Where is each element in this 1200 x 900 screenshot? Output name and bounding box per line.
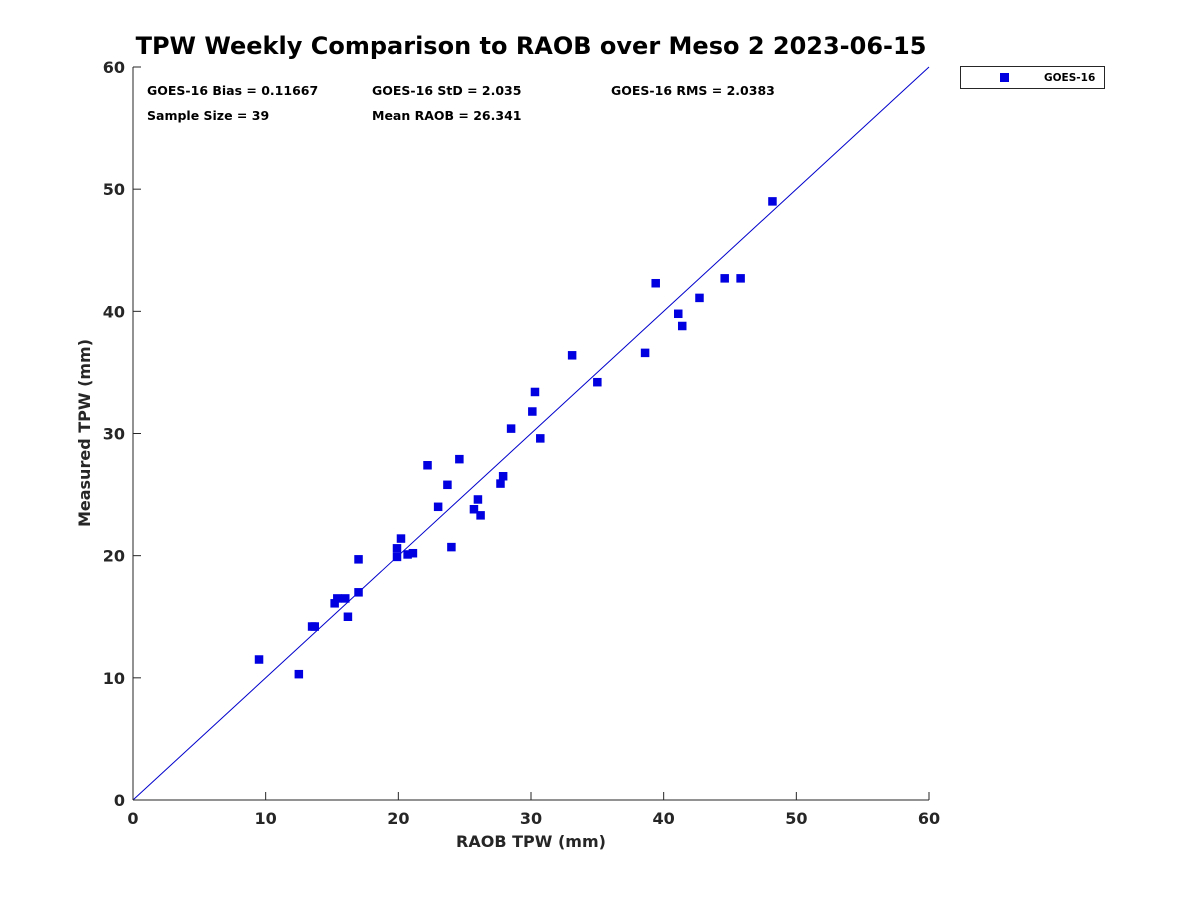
y-ticks: 0 10 20 30 40 50 60 <box>103 58 141 810</box>
mean-raob-annotation: Mean RAOB = 26.341 <box>372 108 521 123</box>
data-point <box>408 548 418 558</box>
legend-label-goes16: GOES-16 <box>1044 72 1095 84</box>
y-tick-label: 20 <box>103 547 125 566</box>
y-tick-label: 60 <box>103 58 125 77</box>
y-tick-label: 0 <box>114 791 125 810</box>
data-point <box>433 502 443 512</box>
data-point <box>498 472 508 481</box>
data-point <box>469 504 479 514</box>
data-point <box>443 480 452 490</box>
bias-annotation: GOES-16 Bias = 0.11667 <box>147 83 318 98</box>
data-point <box>354 588 363 597</box>
y-axis-label: Measured TPW (mm) <box>75 339 94 527</box>
data-point <box>677 321 687 331</box>
data-point <box>768 197 777 206</box>
data-point <box>423 461 432 470</box>
legend: GOES-16 <box>960 66 1105 89</box>
data-points <box>254 197 777 679</box>
chart-title: TPW Weekly Comparison to RAOB over Meso … <box>136 32 927 60</box>
one-to-one-reference-line <box>132 66 930 801</box>
data-point <box>593 377 602 387</box>
x-tick-label: 10 <box>255 809 277 828</box>
legend-marker-goes16 <box>1000 73 1009 82</box>
data-point <box>567 351 577 360</box>
x-ticks: 0 10 20 30 40 50 60 <box>127 792 940 828</box>
data-point <box>447 542 456 552</box>
data-point <box>674 309 683 319</box>
y-tick-label: 40 <box>103 302 125 321</box>
data-point <box>640 348 650 358</box>
data-point <box>341 594 350 603</box>
sample-size-annotation: Sample Size = 39 <box>147 108 269 123</box>
data-point <box>333 594 342 603</box>
data-point <box>396 534 406 543</box>
data-point <box>506 424 516 433</box>
data-point <box>330 599 339 608</box>
data-point <box>343 612 353 621</box>
legend-box <box>960 66 1105 89</box>
data-point <box>392 552 402 562</box>
y-tick-label: 30 <box>103 425 125 444</box>
y-tick-label: 50 <box>103 180 125 199</box>
data-point <box>403 550 412 559</box>
data-point <box>354 555 363 564</box>
x-tick-label: 50 <box>785 809 807 828</box>
stats-annotations: GOES-16 Bias = 0.11667 GOES-16 StD = 2.0… <box>147 83 775 123</box>
y-tick-label: 10 <box>103 669 125 688</box>
data-point <box>695 293 704 303</box>
x-tick-label: 0 <box>127 809 138 828</box>
data-point <box>736 274 745 283</box>
x-axis-label: RAOB TPW (mm) <box>456 832 606 851</box>
std-annotation: GOES-16 StD = 2.035 <box>372 83 521 98</box>
data-point <box>294 669 304 679</box>
data-point <box>310 622 320 631</box>
x-tick-label: 60 <box>918 809 940 828</box>
data-point <box>496 479 505 488</box>
rms-annotation: GOES-16 RMS = 2.0383 <box>611 83 775 98</box>
data-point <box>392 544 402 553</box>
data-point <box>455 454 464 464</box>
data-point <box>476 511 485 520</box>
x-tick-label: 40 <box>653 809 675 828</box>
data-point <box>530 387 540 397</box>
data-point <box>254 655 264 664</box>
x-tick-label: 30 <box>520 809 542 828</box>
x-tick-label: 20 <box>387 809 409 828</box>
plot-area: 0 10 20 30 40 50 60 0 10 20 30 40 50 60 <box>103 58 940 828</box>
data-point <box>720 274 729 283</box>
data-point <box>473 495 483 504</box>
data-point <box>651 278 660 288</box>
data-point <box>536 434 545 443</box>
data-point <box>528 407 537 416</box>
